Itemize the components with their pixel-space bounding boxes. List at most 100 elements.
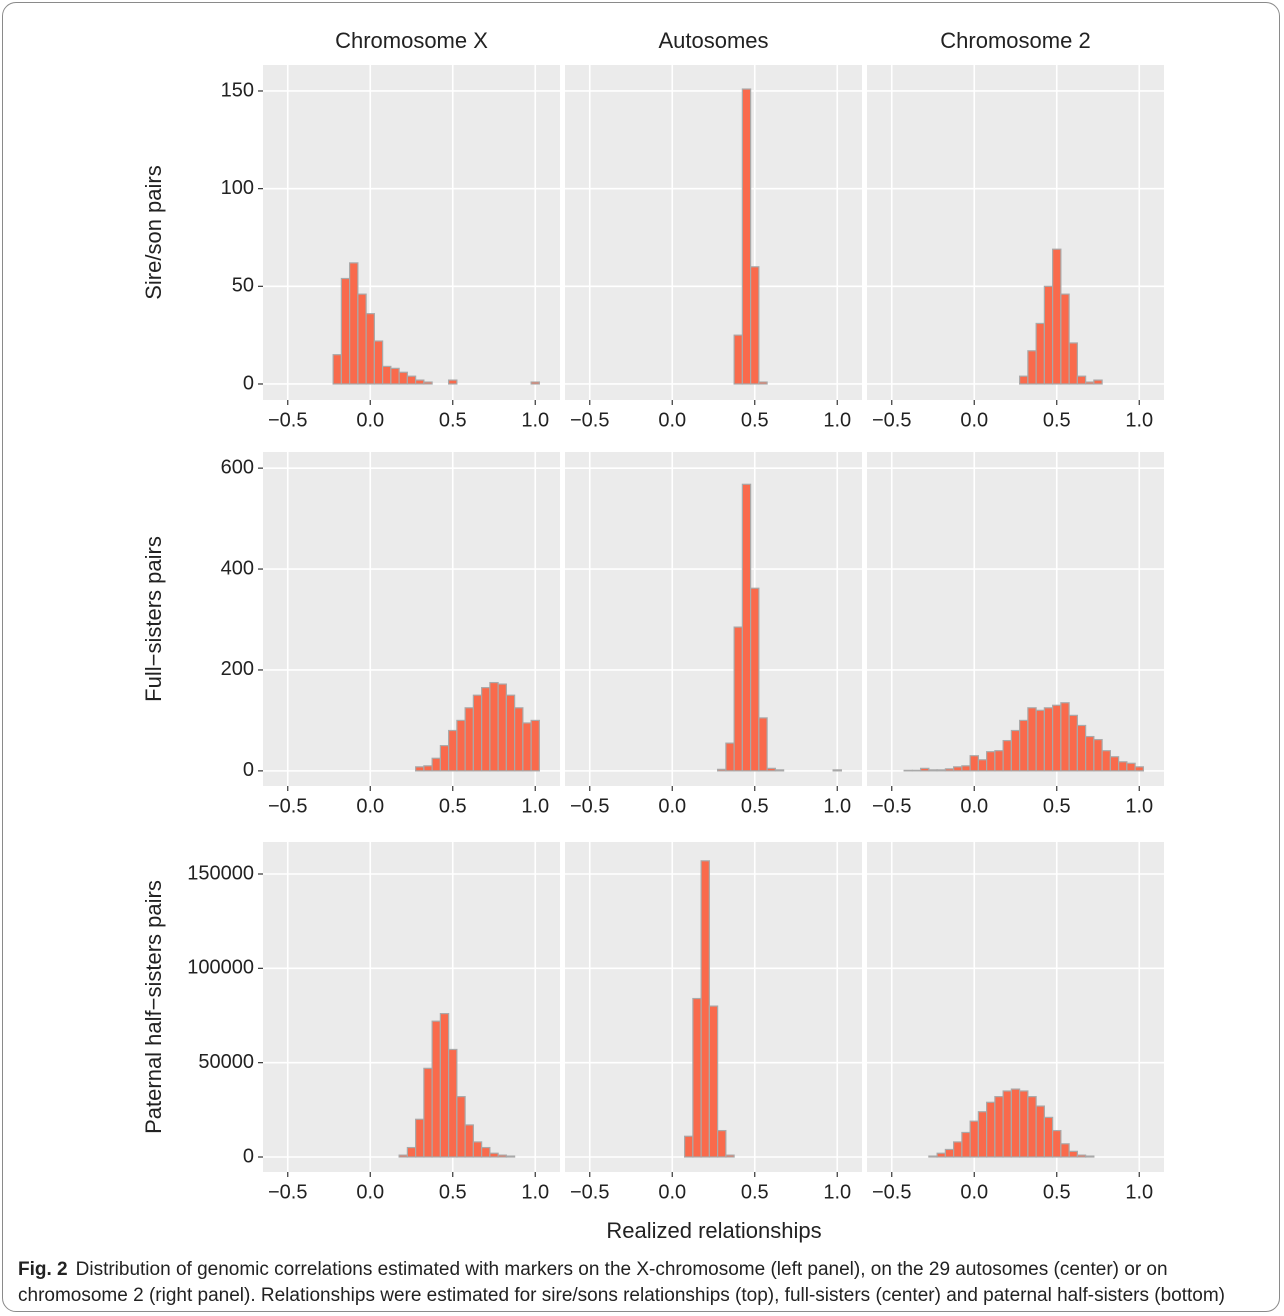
bar bbox=[953, 766, 963, 772]
x-tick-label: 0.5 bbox=[1043, 1181, 1071, 1203]
bar bbox=[406, 1146, 417, 1158]
y-tick-label: 150 bbox=[221, 79, 254, 101]
bar bbox=[750, 266, 760, 385]
bar bbox=[758, 381, 768, 385]
row-label: Full−sisters pairs bbox=[141, 536, 166, 702]
bar bbox=[1109, 756, 1120, 772]
x-tick-label: −0.5 bbox=[268, 1181, 307, 1203]
bar bbox=[448, 1048, 458, 1158]
bar bbox=[725, 742, 735, 772]
y-tick-label: 600 bbox=[221, 456, 254, 478]
bar bbox=[733, 626, 743, 772]
bar bbox=[936, 769, 946, 772]
bar bbox=[497, 683, 507, 772]
bar bbox=[1035, 1105, 1045, 1158]
panel-background bbox=[565, 65, 862, 400]
bar bbox=[944, 768, 955, 772]
x-tick-label: 0.5 bbox=[741, 795, 769, 817]
x-tick-label: 0.5 bbox=[1043, 795, 1071, 817]
bar bbox=[522, 722, 532, 772]
bar bbox=[1068, 342, 1078, 385]
bar bbox=[1027, 1096, 1037, 1158]
bar bbox=[489, 681, 499, 772]
bar bbox=[505, 1155, 516, 1158]
bar bbox=[700, 860, 710, 1158]
x-tick-label: 0.0 bbox=[356, 409, 384, 431]
bar bbox=[514, 707, 524, 772]
bar bbox=[928, 1155, 938, 1158]
bar bbox=[464, 707, 474, 772]
x-tick-label: 1.0 bbox=[823, 795, 851, 817]
bar bbox=[953, 1141, 963, 1158]
bar bbox=[349, 262, 359, 385]
bar bbox=[497, 1154, 507, 1158]
bar bbox=[464, 1124, 474, 1158]
x-tick-label: −0.5 bbox=[570, 409, 609, 431]
bar bbox=[1019, 1090, 1029, 1158]
bar bbox=[717, 1129, 727, 1158]
y-tick-label: 0 bbox=[243, 759, 254, 781]
bar bbox=[472, 1141, 483, 1158]
panel-background bbox=[263, 65, 560, 400]
caption: Fig. 2 Distribution of genomic correlatio… bbox=[18, 1257, 1268, 1309]
bar bbox=[365, 313, 375, 385]
x-tick-label: 0.5 bbox=[439, 1181, 467, 1203]
bar bbox=[1002, 1090, 1012, 1158]
bar bbox=[961, 1131, 971, 1158]
x-tick-label: 0.0 bbox=[356, 1181, 384, 1203]
x-tick-label: 1.0 bbox=[521, 409, 549, 431]
bar bbox=[332, 354, 342, 385]
bar bbox=[1027, 350, 1037, 385]
x-tick-label: −0.5 bbox=[268, 795, 307, 817]
bar bbox=[1118, 761, 1128, 772]
bar bbox=[439, 1013, 450, 1158]
bar bbox=[994, 750, 1004, 772]
bar bbox=[936, 1152, 946, 1158]
bar bbox=[1085, 1155, 1095, 1158]
y-tick-label: 0 bbox=[243, 1145, 254, 1167]
bar bbox=[1043, 1116, 1054, 1158]
bar bbox=[692, 997, 702, 1158]
y-tick-label: 0 bbox=[243, 372, 254, 394]
bar bbox=[977, 759, 988, 772]
bar bbox=[766, 767, 776, 772]
bar bbox=[1076, 724, 1087, 772]
x-axis-label: Realized relationships bbox=[606, 1218, 821, 1243]
bar bbox=[969, 1120, 979, 1158]
bar bbox=[481, 687, 491, 772]
caption-text: Distribution of genomic correlations est… bbox=[18, 1259, 1225, 1306]
bar bbox=[684, 1135, 694, 1158]
bar bbox=[911, 769, 922, 772]
x-tick-label: 0.5 bbox=[439, 795, 467, 817]
bar bbox=[439, 745, 450, 772]
bar bbox=[1010, 729, 1021, 772]
x-tick-label: 1.0 bbox=[1125, 409, 1153, 431]
bar bbox=[1019, 375, 1029, 385]
bar bbox=[530, 381, 540, 385]
bar bbox=[1085, 381, 1095, 385]
bar bbox=[489, 1152, 499, 1158]
bar bbox=[1010, 1088, 1021, 1158]
bar bbox=[944, 1148, 955, 1158]
bar bbox=[448, 729, 458, 772]
y-tick-label: 150000 bbox=[187, 862, 254, 884]
panel-background bbox=[565, 452, 862, 786]
bar bbox=[1085, 735, 1095, 772]
x-tick-label: 1.0 bbox=[823, 1181, 851, 1203]
bar bbox=[415, 379, 425, 385]
bar bbox=[986, 1101, 996, 1158]
bar bbox=[733, 334, 743, 385]
bar bbox=[741, 483, 752, 772]
bar bbox=[382, 365, 392, 385]
bar bbox=[415, 766, 425, 772]
x-tick-label: 0.5 bbox=[439, 409, 467, 431]
x-tick-label: −0.5 bbox=[872, 409, 911, 431]
bar bbox=[373, 340, 384, 385]
caption-label: Fig. 2 bbox=[18, 1259, 68, 1280]
bar bbox=[1076, 375, 1087, 385]
bar bbox=[406, 375, 417, 385]
x-tick-label: 0.0 bbox=[658, 1181, 686, 1203]
bar bbox=[903, 769, 913, 772]
bar bbox=[1052, 704, 1062, 772]
